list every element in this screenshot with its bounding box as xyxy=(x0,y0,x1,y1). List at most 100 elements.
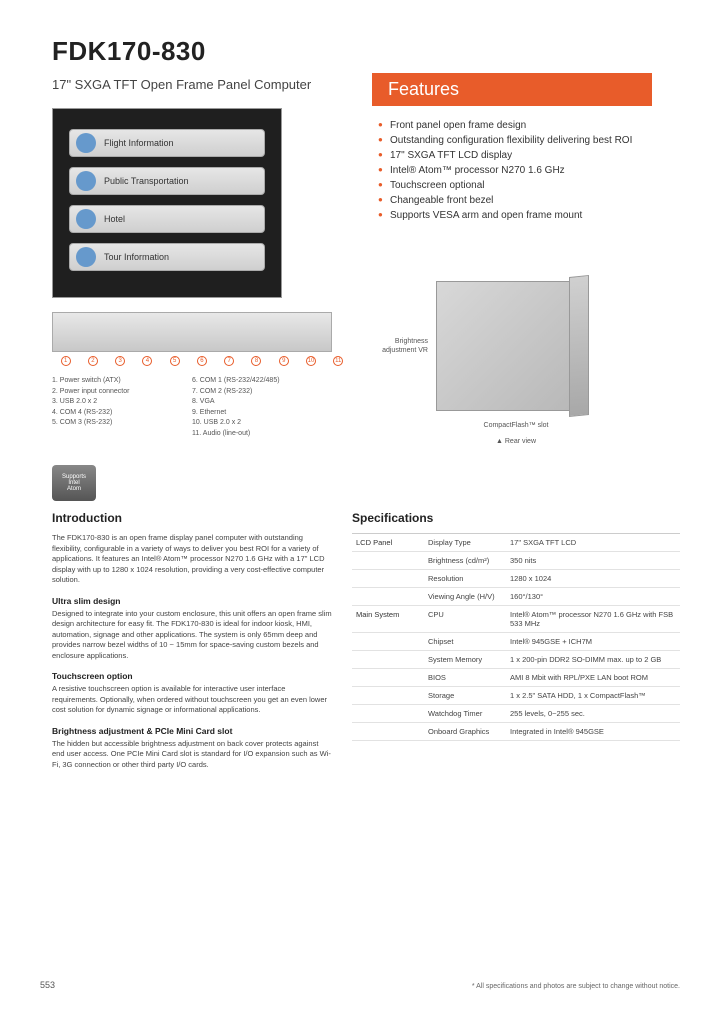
specs-group: Main System xyxy=(352,606,424,632)
specs-row: LCD PanelDisplay Type17" SXGA TFT LCD xyxy=(352,534,680,552)
atom-badge: Supports Intel Atom xyxy=(52,465,96,501)
product-subtitle: 17" SXGA TFT Open Frame Panel Computer xyxy=(52,77,352,92)
rear-panel-image xyxy=(52,312,332,352)
feature-item: Front panel open frame design xyxy=(378,120,680,131)
kiosk-menu-item: Flight Information xyxy=(69,129,265,157)
port-label: 4. COM 4 (RS-232) xyxy=(52,408,192,419)
kiosk-menu-label: Hotel xyxy=(104,214,125,224)
features-list: Front panel open frame design Outstandin… xyxy=(372,120,680,221)
specs-group xyxy=(352,633,424,650)
specs-key: Chipset xyxy=(424,633,506,650)
specs-row: Resolution1280 x 1024 xyxy=(352,570,680,588)
port-label: 9. Ethernet xyxy=(192,408,352,419)
specs-row: Onboard GraphicsIntegrated in Intel® 945… xyxy=(352,723,680,741)
brightness-annotation: Brightness adjustment VR xyxy=(372,337,436,355)
specs-value: Intel® 945GSE + ICH7M xyxy=(506,633,680,650)
specs-value: Intel® Atom™ processor N270 1.6 GHz with… xyxy=(506,606,680,632)
kiosk-menu-item: Hotel xyxy=(69,205,265,233)
info-icon xyxy=(76,247,96,267)
product-front-image: Flight Information Public Transportation… xyxy=(52,108,282,298)
feature-item: Supports VESA arm and open frame mount xyxy=(378,210,680,221)
specs-key: Display Type xyxy=(424,534,506,551)
kiosk-menu-item: Public Transportation xyxy=(69,167,265,195)
specs-value: 255 levels, 0~255 sec. xyxy=(506,705,680,722)
page-number: 553 xyxy=(40,980,55,990)
intro-subheading: Brightness adjustment & PCIe Mini Card s… xyxy=(52,726,332,736)
kiosk-menu-label: Flight Information xyxy=(104,138,174,148)
specs-value: 160°/130° xyxy=(506,588,680,605)
product-title: FDK170-830 xyxy=(52,36,680,67)
specs-group xyxy=(352,687,424,704)
kiosk-menu-label: Tour Information xyxy=(104,252,169,262)
specs-group xyxy=(352,723,424,740)
specs-group xyxy=(352,669,424,686)
badge-text: Atom xyxy=(67,486,81,492)
specs-row: Brightness (cd/m²)350 nits xyxy=(352,552,680,570)
intro-paragraph: Designed to integrate into your custom e… xyxy=(52,609,332,662)
specs-row: Watchdog Timer255 levels, 0~255 sec. xyxy=(352,705,680,723)
kiosk-menu-item: Tour Information xyxy=(69,243,265,271)
cf-slot-annotation: CompactFlash™ slot xyxy=(436,421,596,430)
specs-group xyxy=(352,651,424,668)
feature-item: Intel® Atom™ processor N270 1.6 GHz xyxy=(378,165,680,176)
specs-group: LCD Panel xyxy=(352,534,424,551)
feature-item: Touchscreen optional xyxy=(378,180,680,191)
specs-value: Integrated in Intel® 945GSE xyxy=(506,723,680,740)
specs-group xyxy=(352,552,424,569)
specs-value: AMI 8 Mbit with RPL/PXE LAN boot ROM xyxy=(506,669,680,686)
introduction-heading: Introduction xyxy=(52,511,332,525)
specs-row: Viewing Angle (H/V)160°/130° xyxy=(352,588,680,606)
port-label: 1. Power switch (ATX) xyxy=(52,376,192,387)
port-markers: 1234567891011 xyxy=(52,356,352,366)
specs-table: LCD PanelDisplay Type17" SXGA TFT LCDBri… xyxy=(352,533,680,741)
specs-key: BIOS xyxy=(424,669,506,686)
specifications-heading: Specifications xyxy=(352,511,680,525)
rear-view-illustration: Brightness adjustment VR xyxy=(372,281,680,411)
intro-subheading: Ultra slim design xyxy=(52,596,332,606)
bus-icon xyxy=(76,171,96,191)
specs-row: Main SystemCPUIntel® Atom™ processor N27… xyxy=(352,606,680,633)
feature-item: Changeable front bezel xyxy=(378,195,680,206)
specs-row: ChipsetIntel® 945GSE + ICH7M xyxy=(352,633,680,651)
specs-row: BIOSAMI 8 Mbit with RPL/PXE LAN boot ROM xyxy=(352,669,680,687)
specs-key: Brightness (cd/m²) xyxy=(424,552,506,569)
specs-group xyxy=(352,588,424,605)
intro-paragraph: The hidden but accessible brightness adj… xyxy=(52,739,332,771)
port-list: 1. Power switch (ATX) 2. Power input con… xyxy=(52,376,352,439)
specs-key: CPU xyxy=(424,606,506,632)
port-label: 10. USB 2.0 x 2 xyxy=(192,418,352,429)
port-label: 11. Audio (line-out) xyxy=(192,429,352,440)
specs-key: Onboard Graphics xyxy=(424,723,506,740)
intro-subheading: Touchscreen option xyxy=(52,671,332,681)
specs-key: System Memory xyxy=(424,651,506,668)
specs-value: 17" SXGA TFT LCD xyxy=(506,534,680,551)
specs-value: 1 x 200-pin DDR2 SO-DIMM max. up to 2 GB xyxy=(506,651,680,668)
port-label: 3. USB 2.0 x 2 xyxy=(52,397,192,408)
features-heading: Features xyxy=(372,73,652,106)
specs-value: 350 nits xyxy=(506,552,680,569)
feature-item: Outstanding configuration flexibility de… xyxy=(378,135,680,146)
specs-key: Storage xyxy=(424,687,506,704)
port-label: 2. Power input connector xyxy=(52,387,192,398)
rear-view-caption: ▲ Rear view xyxy=(436,438,596,445)
specs-row: System Memory1 x 200-pin DDR2 SO-DIMM ma… xyxy=(352,651,680,669)
intro-paragraph: The FDK170-830 is an open frame display … xyxy=(52,533,332,586)
port-label: 7. COM 2 (RS-232) xyxy=(192,387,352,398)
port-label: 6. COM 1 (RS-232/422/485) xyxy=(192,376,352,387)
port-label: 8. VGA xyxy=(192,397,352,408)
specs-value: 1 x 2.5" SATA HDD, 1 x CompactFlash™ xyxy=(506,687,680,704)
feature-item: 17" SXGA TFT LCD display xyxy=(378,150,680,161)
specs-row: Storage1 x 2.5" SATA HDD, 1 x CompactFla… xyxy=(352,687,680,705)
plane-icon xyxy=(76,133,96,153)
intro-paragraph: A resistive touchscreen option is availa… xyxy=(52,684,332,716)
specs-group xyxy=(352,705,424,722)
specs-group xyxy=(352,570,424,587)
specs-key: Resolution xyxy=(424,570,506,587)
specs-value: 1280 x 1024 xyxy=(506,570,680,587)
port-label: 5. COM 3 (RS-232) xyxy=(52,418,192,429)
kiosk-menu-label: Public Transportation xyxy=(104,176,189,186)
hotel-icon xyxy=(76,209,96,229)
specs-key: Watchdog Timer xyxy=(424,705,506,722)
footnote: * All specifications and photos are subj… xyxy=(472,983,680,990)
specs-key: Viewing Angle (H/V) xyxy=(424,588,506,605)
